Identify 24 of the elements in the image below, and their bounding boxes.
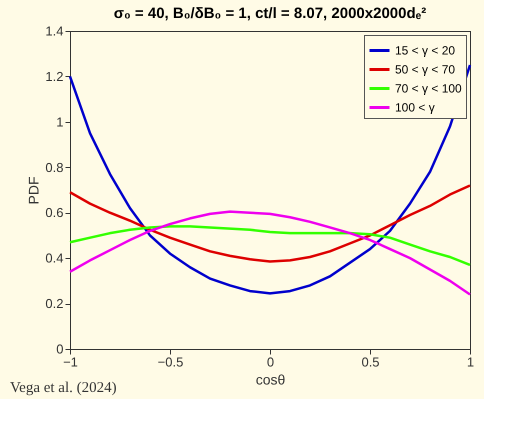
y-tick-label: 1.2 bbox=[45, 68, 64, 84]
y-tick-label: 1.4 bbox=[45, 24, 64, 38]
x-tick-label: −0.5 bbox=[158, 354, 184, 370]
x-tick-label: 0.5 bbox=[361, 354, 380, 370]
legend-label: 70 < γ < 100 bbox=[395, 82, 462, 96]
line-series bbox=[68, 210, 472, 296]
x-tick-label: 1 bbox=[466, 354, 474, 370]
legend-label: 100 < γ bbox=[395, 100, 435, 114]
y-tick-label: 1 bbox=[56, 114, 64, 130]
line-series bbox=[68, 225, 472, 266]
legend-label: 50 < γ < 70 bbox=[395, 62, 456, 76]
y-tick-label: 0.4 bbox=[45, 250, 64, 266]
y-tick-label: 0.8 bbox=[45, 160, 64, 175]
y-tick-label: 0 bbox=[56, 342, 64, 356]
line-series bbox=[68, 184, 472, 263]
x-axis-title: cosθ bbox=[256, 372, 286, 388]
y-axis-title: PDF bbox=[25, 176, 42, 204]
legend-label: 15 < γ < 20 bbox=[395, 44, 456, 58]
y-tick-label: 0.6 bbox=[45, 205, 64, 220]
y-tick-label: 0.2 bbox=[45, 296, 64, 312]
x-tick-label: −1 bbox=[63, 354, 78, 370]
text: Vega et al. (2024) bbox=[10, 380, 117, 396]
x-tick-label: 0 bbox=[266, 354, 274, 370]
chart-title: σ₀ = 40, B₀/δB₀ = 1, ct/l = 8.07, 2000x2000dₑ² bbox=[114, 5, 426, 22]
